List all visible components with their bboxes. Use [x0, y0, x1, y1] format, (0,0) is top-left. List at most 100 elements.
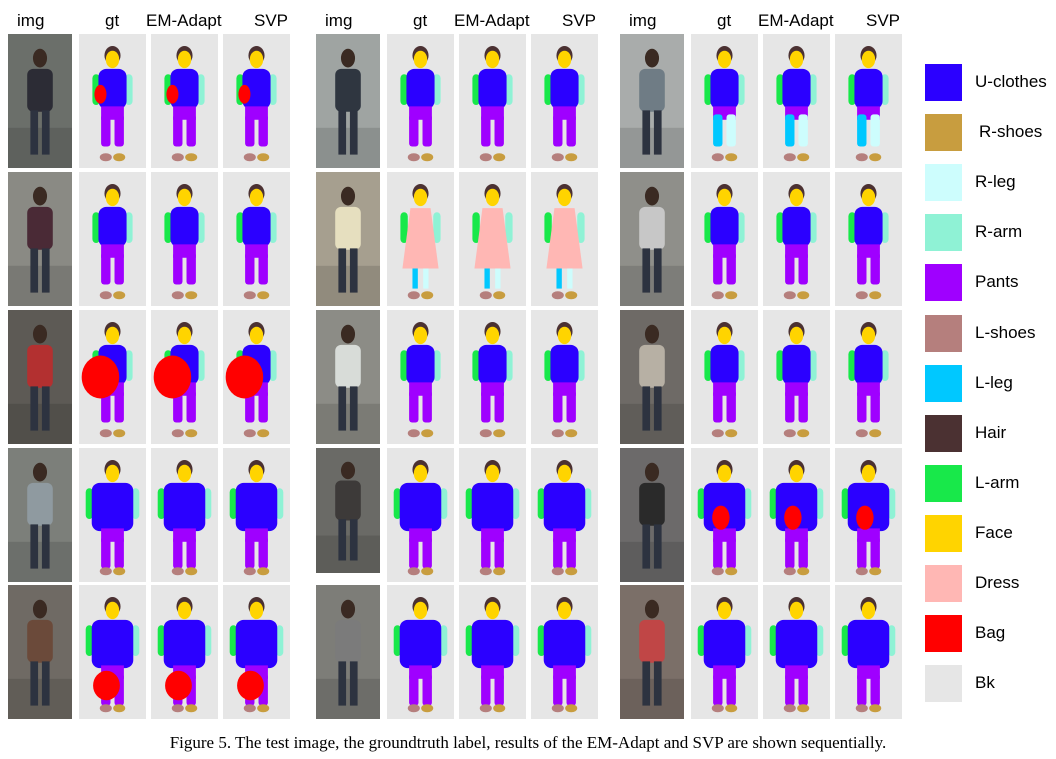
figure-caption: Figure 5. The test image, the groundtrut…	[169, 733, 887, 752]
svp-result	[835, 585, 902, 719]
input-photo	[620, 310, 684, 444]
legend-swatch	[925, 314, 962, 352]
legend-swatch	[925, 514, 962, 552]
input-photo	[8, 448, 72, 582]
legend-label: R-leg	[975, 172, 1016, 192]
header-gt: gt	[105, 11, 120, 30]
groundtruth-label	[79, 585, 146, 719]
groundtruth-label	[387, 585, 454, 719]
em-adapt-result	[151, 585, 218, 719]
legend-label: R-shoes	[979, 122, 1043, 142]
header-img: img	[325, 11, 353, 30]
input-photo	[316, 310, 380, 444]
input-photo	[620, 448, 684, 582]
groundtruth-label	[387, 34, 454, 168]
legend-swatch	[925, 364, 962, 402]
header-img: img	[629, 11, 657, 30]
groundtruth-label	[387, 448, 454, 582]
em-adapt-result	[151, 310, 218, 444]
groundtruth-label	[691, 585, 758, 719]
em-adapt-result	[763, 585, 830, 719]
input-photo	[316, 34, 380, 168]
input-photo	[8, 172, 72, 306]
legend-label: L-arm	[975, 472, 1020, 492]
input-photo	[316, 448, 380, 573]
legend-label: Bk	[975, 673, 995, 693]
svp-result	[531, 585, 598, 719]
legend-label: L-leg	[975, 372, 1013, 392]
legend-swatch	[925, 64, 962, 101]
legend-label: Bag	[975, 623, 1006, 643]
header-em-adapt: EM-Adapt	[146, 11, 222, 30]
input-photo	[8, 310, 72, 444]
input-photo	[316, 585, 380, 719]
groundtruth-label	[691, 310, 758, 444]
legend-label: Pants	[975, 272, 1019, 292]
legend-swatch	[925, 164, 962, 202]
header-em-adapt: EM-Adapt	[454, 11, 530, 30]
svp-result	[531, 448, 598, 582]
input-photo	[620, 34, 684, 168]
svp-result	[223, 448, 290, 582]
legend-swatch	[925, 214, 962, 252]
em-adapt-result	[459, 172, 526, 306]
svp-result	[531, 34, 598, 168]
svp-result	[223, 310, 290, 444]
segmentation-grid	[8, 34, 902, 719]
em-adapt-result	[763, 34, 830, 168]
em-adapt-result	[459, 585, 526, 719]
header-gt: gt	[413, 11, 428, 30]
em-adapt-result	[459, 34, 526, 168]
header-em-adapt: EM-Adapt	[758, 11, 834, 30]
legend-swatch	[925, 414, 962, 452]
legend-label: Face	[975, 522, 1013, 542]
legend-label: Hair	[975, 422, 1007, 442]
input-photo	[620, 585, 684, 719]
groundtruth-label	[387, 310, 454, 444]
em-adapt-result	[151, 172, 218, 306]
legend-label: Dress	[975, 573, 1020, 592]
svp-result	[835, 310, 902, 444]
legend-swatch	[925, 114, 962, 152]
svp-result	[531, 310, 598, 444]
header-svp: SVP	[254, 11, 289, 30]
svp-result	[835, 34, 902, 168]
em-adapt-result	[763, 310, 830, 444]
groundtruth-label	[691, 448, 758, 582]
em-adapt-result	[763, 172, 830, 306]
svp-result	[223, 585, 290, 719]
legend-swatch	[925, 565, 962, 602]
legend-swatch	[925, 615, 962, 653]
groundtruth-label	[691, 172, 758, 306]
header-svp: SVP	[562, 11, 597, 30]
groundtruth-label	[691, 34, 758, 168]
em-adapt-result	[459, 310, 526, 444]
legend-label: L-shoes	[975, 322, 1036, 342]
legend-label: R-arm	[975, 222, 1023, 242]
legend-swatch	[925, 264, 962, 302]
input-photo	[316, 172, 380, 306]
input-photo	[8, 585, 72, 719]
input-photo	[8, 34, 72, 168]
svp-result	[531, 172, 598, 306]
em-adapt-result	[459, 448, 526, 582]
legend-label: U-clothes	[975, 72, 1047, 91]
groundtruth-label	[79, 172, 146, 306]
header-img: img	[17, 11, 45, 30]
groundtruth-label	[79, 448, 146, 582]
em-adapt-result	[151, 448, 218, 582]
legend-swatch	[925, 665, 962, 703]
groundtruth-label	[79, 34, 146, 168]
em-adapt-result	[763, 448, 830, 582]
input-photo	[620, 172, 684, 306]
groundtruth-label	[387, 172, 454, 306]
svp-result	[223, 34, 290, 168]
svp-result	[835, 172, 902, 306]
header-gt: gt	[717, 11, 732, 30]
svp-result	[835, 448, 902, 582]
groundtruth-label	[79, 310, 146, 444]
em-adapt-result	[151, 34, 218, 168]
legend-swatch	[925, 464, 962, 502]
svp-result	[223, 172, 290, 306]
header-svp: SVP	[866, 11, 901, 30]
